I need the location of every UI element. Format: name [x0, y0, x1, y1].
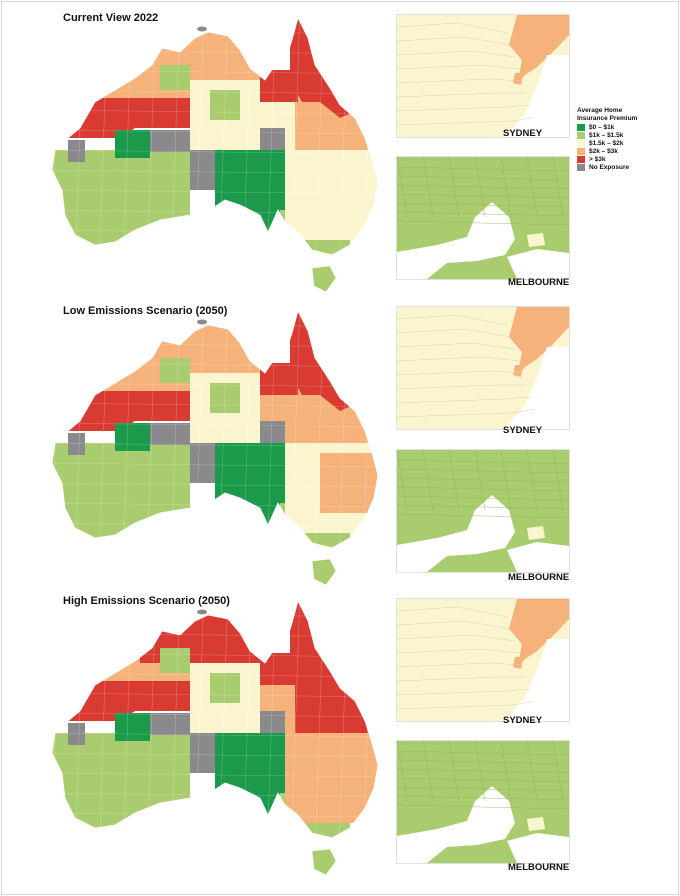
- region-nt-gray: [150, 713, 190, 735]
- region-wa-gray: [68, 723, 85, 745]
- legend-item: > $3k: [577, 156, 677, 163]
- legend-item: No Exposure: [577, 164, 677, 171]
- legend-item: $1.5k – $2k: [577, 140, 677, 147]
- sydney-coast: [509, 599, 569, 669]
- sydney-inset-low: [396, 306, 570, 430]
- legend-swatch: [577, 148, 585, 155]
- region-wa-green: [115, 130, 150, 158]
- region-nt-central: [210, 90, 240, 120]
- sydney-label: SYDNEY: [503, 425, 543, 436]
- sydney-label: SYDNEY: [503, 128, 543, 139]
- melbourne-label: MELBOURNE: [508, 572, 570, 583]
- region-sa-main: [215, 733, 290, 823]
- region-tasmania: [311, 848, 337, 876]
- australia-map-low-emissions: [51, 309, 379, 586]
- legend-label: $1k – $1.5k: [589, 132, 624, 139]
- region-qld-gulf: [260, 70, 298, 102]
- region-wa-central: [160, 65, 190, 90]
- legend-item: $2k – $3k: [577, 148, 677, 155]
- region-qld-gulf: [260, 363, 298, 395]
- legend-swatch: [577, 164, 585, 171]
- legend-swatch: [577, 132, 585, 139]
- region-sa-main: [215, 443, 290, 533]
- sydney-inset-high: [396, 598, 570, 722]
- melbourne-label: MELBOURNE: [508, 862, 570, 873]
- region-nt-gray: [150, 423, 190, 445]
- australia-map-current: [51, 16, 379, 293]
- panel-title-current: Current View 2022: [63, 12, 159, 24]
- region-wa-south: [52, 733, 190, 838]
- region-qld-gulf: [260, 653, 298, 685]
- region-wa-green: [115, 423, 150, 451]
- region-wa-green: [115, 713, 150, 741]
- region-nt-top: [190, 601, 260, 663]
- melbourne-inset-high: [396, 740, 570, 864]
- sydney-label: SYDNEY: [503, 715, 543, 726]
- region-wa-south: [52, 150, 190, 255]
- region-nt-central: [210, 673, 240, 703]
- region-nsw-coast: [320, 160, 378, 220]
- legend-item: $1k – $1.5k: [577, 132, 677, 139]
- region-wa-central: [160, 358, 190, 383]
- sydney-coast: [509, 307, 569, 377]
- region-wa-gray: [68, 140, 85, 162]
- region-nsw-coast: [320, 743, 378, 803]
- region-wa-central: [160, 648, 190, 673]
- melbourne-inset-low: [396, 449, 570, 573]
- sydney-coast: [509, 15, 569, 85]
- legend-item: $0 – $1k: [577, 124, 677, 131]
- legend-label: $2k – $3k: [589, 148, 618, 155]
- legend-swatch: [577, 124, 585, 131]
- region-pilbara: [65, 98, 190, 138]
- region-qld-gray: [260, 711, 285, 733]
- region-nt-central: [210, 383, 240, 413]
- region-pilbara: [65, 681, 190, 721]
- region-wa-south: [52, 443, 190, 548]
- panel-title-high-emissions: High Emissions Scenario (2050): [63, 595, 230, 607]
- legend-label: $1.5k – $2k: [589, 140, 624, 147]
- legend-label: No Exposure: [589, 164, 630, 171]
- region-nt-gray: [150, 130, 190, 152]
- region-nsw-coast: [320, 453, 378, 513]
- legend-swatch: [577, 156, 585, 163]
- australia-map-high-emissions: [51, 599, 379, 876]
- melbourne-patch: [527, 526, 545, 540]
- legend: Average Home Insurance Premium $0 – $1k $…: [577, 107, 677, 171]
- melbourne-inset-current: [396, 156, 570, 280]
- region-sa-main: [215, 150, 290, 240]
- region-tasmania: [311, 265, 337, 293]
- region-tasmania: [311, 558, 337, 586]
- melbourne-patch: [527, 817, 545, 831]
- region-nt-top: [190, 18, 260, 80]
- region-qld-gray: [260, 421, 285, 443]
- melbourne-label: MELBOURNE: [508, 277, 570, 288]
- region-wa-gray: [68, 433, 85, 455]
- legend-label: > $3k: [589, 156, 606, 163]
- melbourne-patch: [527, 233, 545, 247]
- region-pilbara: [65, 391, 190, 431]
- legend-title: Average Home Insurance Premium: [577, 107, 638, 122]
- sydney-inset-current: [396, 14, 570, 138]
- region-nt-top: [190, 311, 260, 373]
- panel-title-low-emissions: Low Emissions Scenario (2050): [63, 305, 228, 317]
- region-qld-gray: [260, 128, 285, 150]
- legend-swatch: [577, 140, 585, 147]
- legend-label: $0 – $1k: [589, 124, 615, 131]
